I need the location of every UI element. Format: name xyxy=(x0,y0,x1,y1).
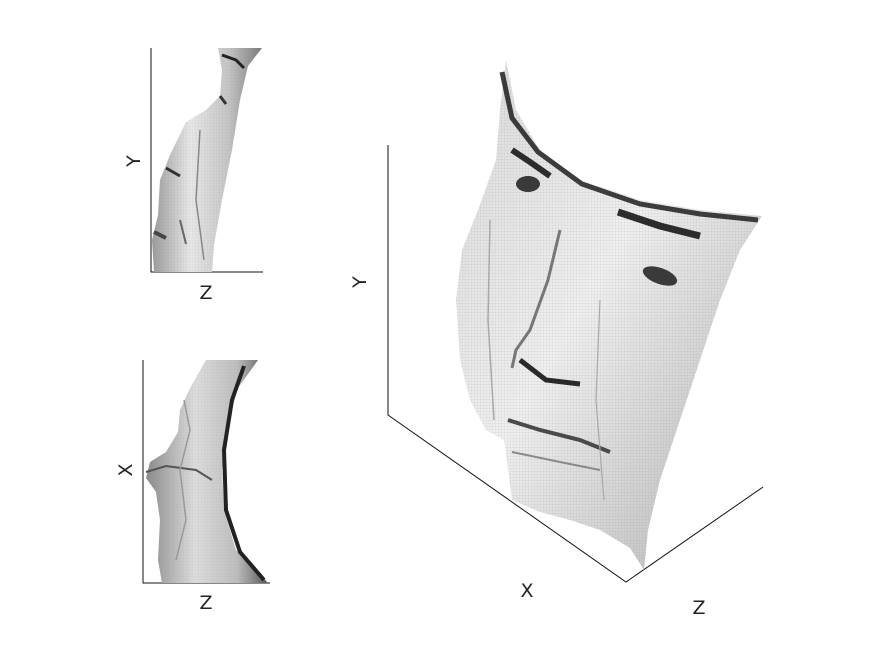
main-view-x-label: X xyxy=(520,580,533,602)
main-view-axes xyxy=(387,145,764,583)
side-view-axes xyxy=(150,48,263,273)
main-view-y-label: Y xyxy=(349,276,371,289)
main-3d-panel: X Y Z xyxy=(349,60,764,619)
top-view-y-label: X xyxy=(115,463,137,476)
side-profile-panel: Z Y xyxy=(123,48,263,304)
side-view-x-label: Z xyxy=(199,282,212,304)
top-profile-surface xyxy=(145,360,268,583)
main-view-z-label: Z xyxy=(692,597,705,619)
side-view-y-label: Y xyxy=(123,155,145,168)
face-mesh-surface xyxy=(456,60,762,570)
side-profile-surface xyxy=(152,48,262,272)
top-view-x-label: Z xyxy=(199,592,212,614)
top-profile-panel: Z X xyxy=(115,360,270,614)
